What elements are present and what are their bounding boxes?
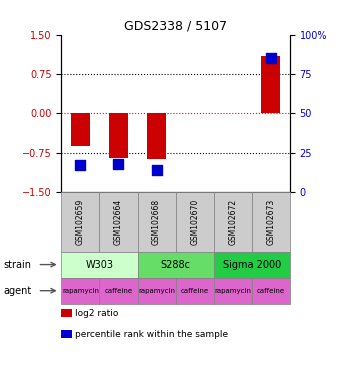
Text: rapamycin: rapamycin: [62, 288, 99, 294]
Bar: [109, 113, 128, 158]
Bar: [147, 113, 166, 159]
Bar: [261, 56, 280, 113]
Text: W303: W303: [86, 260, 114, 270]
Text: strain: strain: [3, 260, 31, 270]
Text: GSM102672: GSM102672: [228, 199, 237, 245]
Text: caffeine: caffeine: [181, 288, 209, 294]
Text: GSM102673: GSM102673: [266, 199, 275, 245]
Text: rapamycin: rapamycin: [138, 288, 175, 294]
Text: Sigma 2000: Sigma 2000: [223, 260, 281, 270]
Point: [268, 55, 273, 61]
Text: rapamycin: rapamycin: [214, 288, 251, 294]
Bar: [71, 113, 90, 146]
Point: [78, 162, 83, 168]
Text: caffeine: caffeine: [104, 288, 133, 294]
Text: agent: agent: [3, 286, 32, 296]
Text: caffeine: caffeine: [257, 288, 285, 294]
Point: [116, 161, 121, 167]
Text: S288c: S288c: [161, 260, 191, 270]
Text: GSM102659: GSM102659: [76, 199, 85, 245]
Title: GDS2338 / 5107: GDS2338 / 5107: [124, 19, 227, 32]
Text: percentile rank within the sample: percentile rank within the sample: [75, 330, 228, 339]
Point: [154, 167, 159, 173]
Text: GSM102664: GSM102664: [114, 199, 123, 245]
Text: GSM102670: GSM102670: [190, 199, 199, 245]
Text: log2 ratio: log2 ratio: [75, 309, 118, 318]
Text: GSM102668: GSM102668: [152, 199, 161, 245]
